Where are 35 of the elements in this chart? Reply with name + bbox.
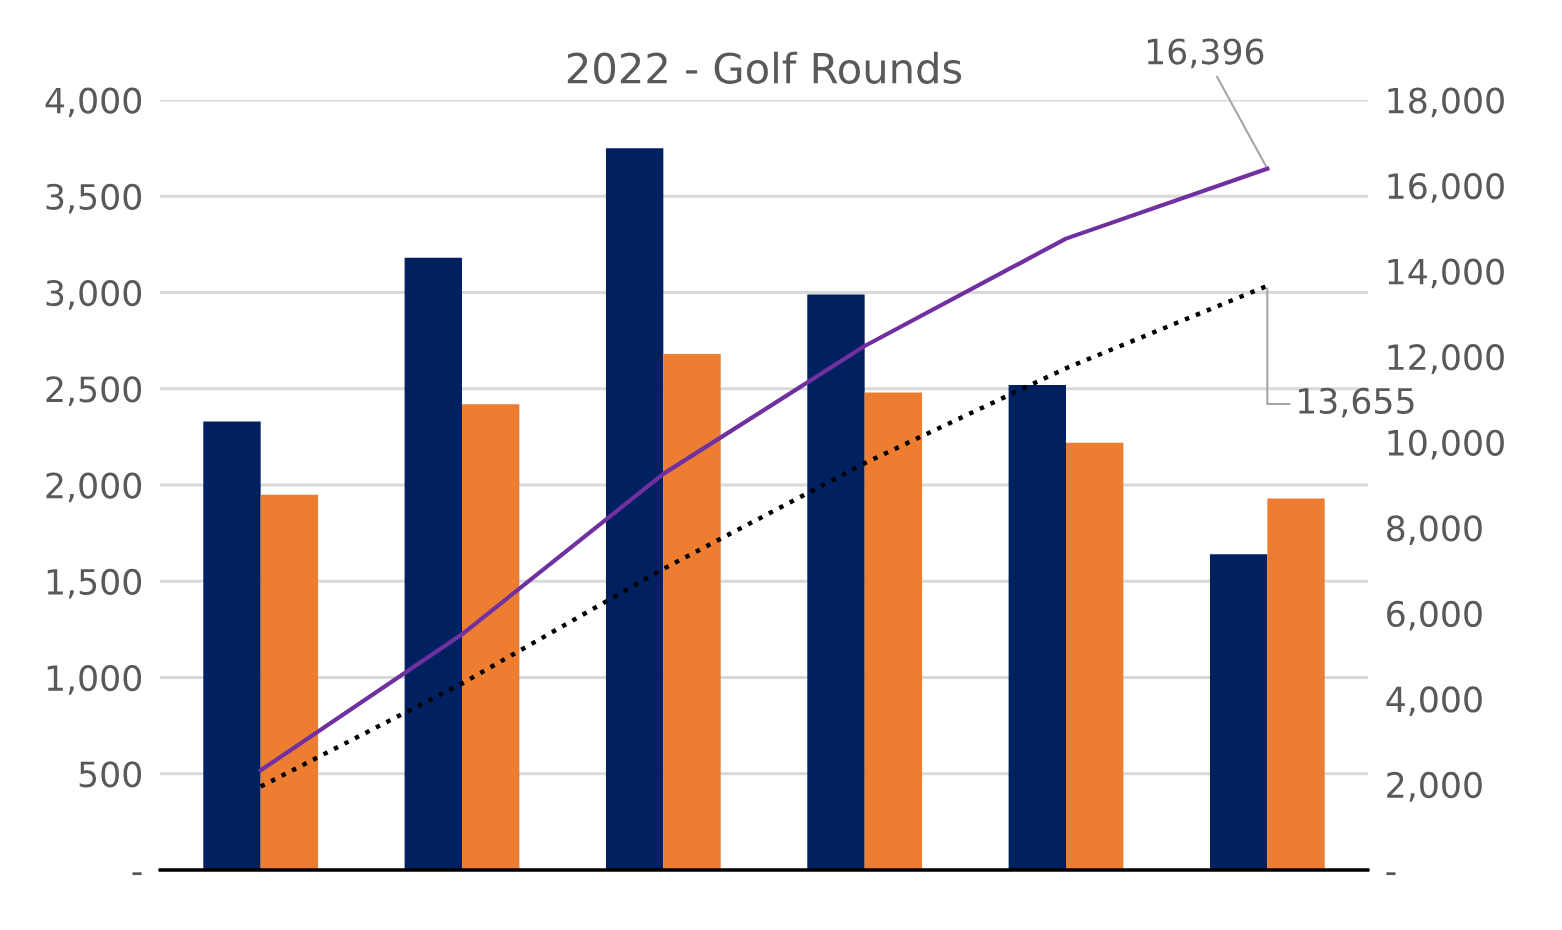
bar <box>1008 384 1066 870</box>
y-tick-label: 4,000 <box>45 87 142 118</box>
y-tick-label: 2,500 <box>46 376 142 406</box>
y-tick-label: 500 <box>79 761 142 788</box>
chart-title: 2022 - Golf Rounds <box>567 51 962 84</box>
bar <box>605 148 664 870</box>
data-label: 16,396 <box>1147 38 1264 69</box>
y2-tick-label: 18,000 <box>1388 87 1504 118</box>
bar <box>864 392 923 870</box>
bar <box>1209 554 1268 870</box>
bar <box>807 294 865 870</box>
y-tick-label: 1,500 <box>47 568 142 599</box>
y2-tick-label: - <box>1386 872 1396 876</box>
y2-tick-label: 16,000 <box>1388 172 1504 203</box>
y-tick-label: 2,000 <box>46 472 142 503</box>
bar <box>1267 498 1325 870</box>
y2-tick-label: 4,000 <box>1386 686 1482 717</box>
y2-tick-label: 8,000 <box>1387 515 1482 546</box>
y-tick-label: 3,000 <box>46 279 142 310</box>
bar <box>404 257 462 870</box>
y2-tick-label: 2,000 <box>1387 771 1482 802</box>
y-tick-label: 1,000 <box>47 664 142 695</box>
bar <box>203 421 261 870</box>
y-tick-label: 3,500 <box>46 183 142 214</box>
y2-tick-label: 6,000 <box>1387 600 1482 631</box>
bar <box>663 354 721 870</box>
y-tick-label: - <box>132 872 142 876</box>
bar <box>260 494 319 870</box>
y2-tick-label: 10,000 <box>1388 429 1504 460</box>
line-series <box>258 166 1270 773</box>
y2-tick-label: 14,000 <box>1388 258 1504 289</box>
y2-tick-label: 12,000 <box>1388 344 1504 374</box>
data-label: 13,655 <box>1298 387 1414 418</box>
bar <box>462 404 520 870</box>
bar <box>1066 442 1124 870</box>
